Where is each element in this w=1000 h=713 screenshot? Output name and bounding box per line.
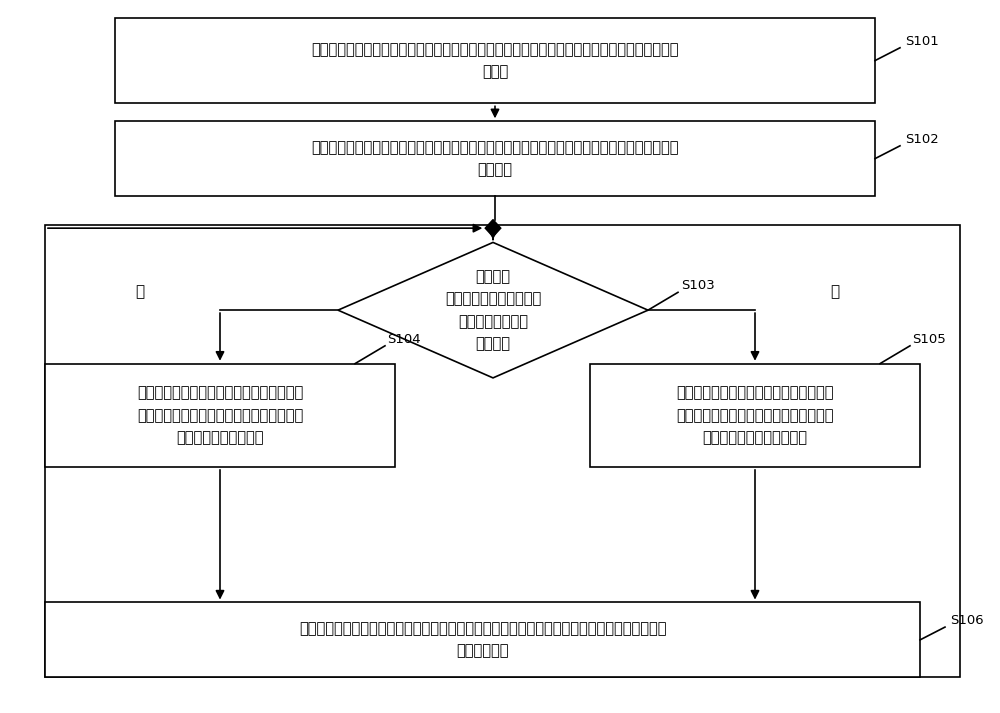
Text: 否: 否 (830, 284, 840, 299)
Text: 按照水平滑动方向，将所述检测框滑动第
二步长，获取对应尺寸范围内的像素点，
获取每一个像素点的积分值: 按照水平滑动方向，将所述检测框滑动第 二步长，获取对应尺寸范围内的像素点， 获取… (676, 386, 834, 445)
Text: 判断所述
检测框区域内的像素点的
积分值是否大于设
定门限值: 判断所述 检测框区域内的像素点的 积分值是否大于设 定门限值 (445, 270, 541, 351)
Bar (115, 121, 875, 196)
Bar (590, 364, 920, 467)
Text: S106: S106 (950, 614, 984, 627)
Polygon shape (485, 220, 501, 237)
Text: S104: S104 (387, 333, 421, 346)
Text: S102: S102 (905, 133, 939, 146)
Text: 获取待检测图像，以及针对所述待检测图像的检测框尺寸，且所述检测框尺寸不大于待检测图像
的尺寸: 获取待检测图像，以及针对所述待检测图像的检测框尺寸，且所述检测框尺寸不大于待检测… (311, 42, 679, 79)
Bar (115, 18, 875, 103)
Polygon shape (338, 242, 648, 378)
Text: 按照水平滑动方向，将所述检测框滑动第一
步长，获取对应尺寸范围内的像素点，获取
每一个像素点的积分值: 按照水平滑动方向，将所述检测框滑动第一 步长，获取对应尺寸范围内的像素点，获取 … (137, 386, 303, 445)
Text: 根据所述检测框的尺寸在所述待检测图像中获取对应尺寸范围内的像素点，并计算每一个像素点
的积分值: 根据所述检测框的尺寸在所述待检测图像中获取对应尺寸范围内的像素点，并计算每一个像… (311, 140, 679, 178)
Bar (45, 602, 920, 677)
Text: S105: S105 (912, 333, 946, 346)
Text: 是: 是 (135, 284, 145, 299)
Text: S103: S103 (681, 279, 715, 292)
Text: S101: S101 (905, 35, 939, 48)
Bar (45, 225, 960, 677)
Bar (45, 364, 395, 467)
Text: 按照竖直滑动方向，将所述检测框滑动第一步长，获取对应尺寸范围内的像素点，获取每一个像
素点的积分值: 按照竖直滑动方向，将所述检测框滑动第一步长，获取对应尺寸范围内的像素点，获取每一… (299, 621, 666, 659)
